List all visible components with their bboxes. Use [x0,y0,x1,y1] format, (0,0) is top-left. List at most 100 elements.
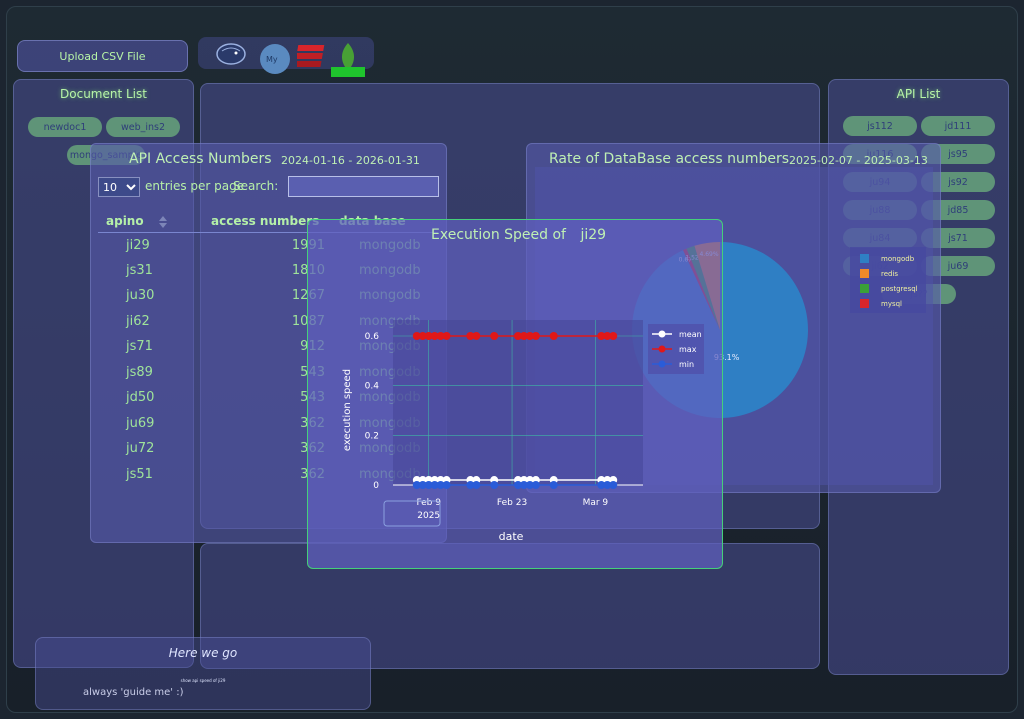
data-point-min[interactable] [609,481,618,489]
redis-icon[interactable] [297,41,327,69]
apino-cell: ju30 [126,288,155,304]
legend-marker-mean [658,330,666,338]
legend-marker-min [658,360,666,368]
data-point-max[interactable] [597,332,606,340]
legend-item-mongodb[interactable]: mongodb [860,251,926,266]
apino-cell: jd50 [126,390,155,406]
data-point-max[interactable] [436,332,445,340]
y-tick-label: 0.4 [365,382,380,392]
document-list-title: Document List [60,87,147,101]
data-point-min[interactable] [430,481,439,489]
data-point-min[interactable] [412,481,421,489]
data-point-min[interactable] [603,481,612,489]
data-point-max[interactable] [472,332,481,340]
document-item[interactable]: web_ins2 [106,117,180,137]
execution-speed-chart: 0 0.2 0.4 0.6 Feb 9 2025 Feb 23 Mar 9 date execut… [342,320,704,543]
per-page-select[interactable]: 10 [98,177,140,197]
data-point-min[interactable] [490,481,499,489]
data-point-min[interactable] [466,481,475,489]
apino-cell: js51 [126,466,153,482]
plot-area [393,320,643,485]
data-point-max[interactable] [549,332,558,340]
legend-item-postgresql[interactable]: postgresql [860,281,926,296]
data-point-min[interactable] [597,481,606,489]
pie-legend: mongodb redis postgresql mysql [850,247,926,313]
data-point-max[interactable] [418,332,427,340]
legend-label: postgresql [881,284,918,293]
data-point-max[interactable] [514,332,522,340]
data-point-max[interactable] [531,332,540,340]
sort-icon[interactable] [158,215,168,229]
column-header-access-numbers[interactable]: access numbers [203,210,325,233]
y-axis-label: execution speed [342,369,353,451]
data-point-min[interactable] [549,481,558,489]
data-point-min[interactable] [418,481,427,489]
mysql-icon[interactable]: My [259,43,291,75]
chat-title: Here we go [168,646,238,660]
chat-panel: Here we go show api speed of ji29 always… [35,637,371,710]
legend-label-min[interactable]: min [679,360,694,369]
legend-swatch [860,284,869,293]
x-tick-label: Feb 23 [497,498,527,508]
api-list-title: API List [896,87,941,101]
execution-speed-title-text: Execution Speed of [431,227,566,243]
range-selector[interactable] [383,500,441,527]
data-point-min[interactable] [525,481,534,489]
data-point-max[interactable] [430,332,439,340]
data-point-max[interactable] [609,332,618,340]
data-point-max[interactable] [525,332,534,340]
execution-speed-window: Execution Speed of ji29 0 0.2 0.4 0.6 Feb 9 2… [307,219,723,569]
legend-label-max[interactable]: max [679,345,697,354]
legend-label: mongodb [881,254,915,263]
legend-marker-max [658,345,666,353]
pie-label-mongodb: 93.1% [714,353,740,362]
svg-text:My: My [266,55,278,64]
data-point-max[interactable] [466,332,475,340]
data-point-max[interactable] [490,332,499,340]
data-point-min[interactable] [436,481,445,489]
api-access-title: API Access Numbers [129,151,272,167]
y-tick-label: 0.2 [365,431,379,441]
apino-cell: ju69 [126,415,155,431]
chat-input[interactable]: always 'guide me' :) [83,687,184,698]
legend-item-mysql[interactable]: mysql [860,296,926,311]
y-tick-label: 0 [373,481,379,491]
x-axis-label: date [499,530,524,543]
db-icon-bar: My [198,37,374,77]
upload-csv-button[interactable]: Upload CSV File [17,40,188,72]
apino-cell: js89 [126,364,153,380]
legend-label-mean[interactable]: mean [679,330,702,339]
api-item[interactable]: js112 [843,116,917,136]
legend-item-redis[interactable]: redis [860,266,926,281]
postgresql-icon[interactable] [212,41,250,69]
x-tick-label: Mar 9 [583,498,609,508]
data-point-max[interactable] [603,332,612,340]
per-page-label: entries per page [145,179,245,193]
data-point-min[interactable] [472,481,481,489]
legend-swatch [860,269,869,278]
api-item[interactable]: jd111 [921,116,995,136]
data-point-max[interactable] [412,332,421,340]
apino-cell: ji62 [126,313,150,329]
data-point-max[interactable] [519,332,528,340]
y-tick-label: 0.6 [365,332,380,342]
data-point-min[interactable] [531,481,540,489]
legend-swatch [860,299,869,308]
data-point-min[interactable] [424,481,433,489]
data-point-max[interactable] [442,332,451,340]
data-point-min[interactable] [442,481,451,489]
data-point-min[interactable] [519,481,528,489]
search-input[interactable] [288,176,439,197]
x-tick-label: Feb 9 [416,498,441,508]
legend-label: redis [881,269,899,278]
mongodb-icon[interactable] [331,41,365,79]
legend-swatch [860,254,869,263]
data-point-max[interactable] [424,332,433,340]
column-header-apino[interactable]: apino [98,210,203,233]
api-access-range: 2024-01-16 - 2026-01-31 [281,154,420,167]
data-point-min[interactable] [514,481,522,489]
chat-hint: show api speed of ji29 [180,678,226,683]
db-rate-range: 2025-02-07 - 2025-03-13 [789,154,928,167]
document-item[interactable]: newdoc1 [28,117,102,137]
x-tick-label: 2025 [417,511,440,521]
